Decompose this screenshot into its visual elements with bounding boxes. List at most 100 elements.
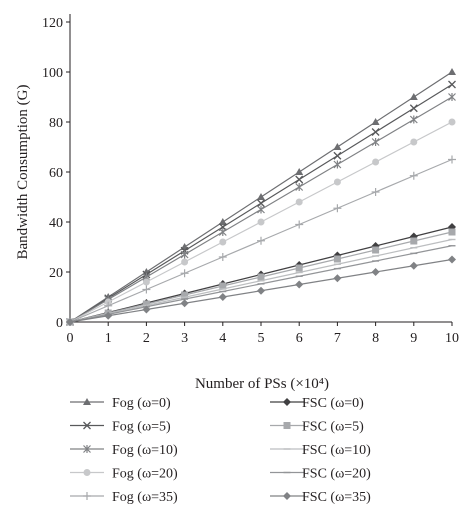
legend-label: FSC (ω=20) (302, 467, 371, 482)
y-tick-label: 20 (49, 266, 63, 281)
legend-item: FSC (ω=0) (270, 396, 364, 411)
data-point (219, 282, 227, 290)
legend-item: FSC (ω=35) (270, 490, 371, 505)
data-point (295, 280, 304, 289)
data-point (333, 255, 341, 263)
data-point (409, 115, 418, 124)
data-point (295, 183, 304, 191)
data-point (409, 93, 418, 100)
y-tick-label: 60 (49, 166, 63, 181)
series-9 (66, 245, 456, 323)
data-point (142, 305, 151, 314)
x-tick-label: 9 (410, 331, 417, 346)
data-point (410, 237, 418, 245)
legend-item: Fog (ω=0) (70, 396, 171, 411)
legend-marker (283, 398, 291, 406)
data-point (257, 205, 265, 214)
x-tick-label: 4 (219, 331, 226, 346)
data-point (333, 204, 342, 213)
data-point (295, 198, 303, 206)
data-point (104, 301, 113, 310)
data-point (371, 118, 380, 125)
data-point (180, 299, 189, 308)
data-point (66, 318, 74, 326)
legend-marker (283, 492, 291, 500)
legend-label: FSC (ω=0) (302, 396, 364, 411)
legend-marker (83, 445, 91, 453)
legend-marker (83, 398, 91, 405)
data-point (142, 278, 150, 286)
legend-label: Fog (ω=5) (112, 420, 171, 435)
data-point (371, 268, 380, 276)
data-point (181, 291, 189, 299)
data-point (218, 293, 227, 301)
data-point (218, 228, 227, 236)
x-tick-label: 10 (445, 331, 459, 346)
data-point (219, 238, 227, 246)
legend-item: Fog (ω=10) (70, 443, 178, 458)
data-point (257, 273, 265, 281)
legend-label: Fog (ω=10) (112, 443, 178, 458)
data-point (448, 93, 456, 101)
x-tick-label: 1 (105, 331, 112, 346)
data-point (333, 178, 341, 186)
x-tick-label: 2 (143, 331, 150, 346)
data-point (372, 246, 380, 254)
data-point (448, 155, 456, 164)
data-point (333, 274, 342, 283)
data-point (333, 143, 342, 150)
data-point (409, 104, 418, 113)
data-point (142, 285, 151, 294)
data-point (142, 300, 150, 308)
x-tick-label: 0 (67, 331, 74, 346)
legend-item: FSC (ω=5) (270, 420, 364, 435)
data-point (180, 250, 189, 259)
x-tick-label: 7 (334, 331, 341, 346)
legend-label: FSC (ω=5) (302, 420, 364, 435)
data-point (180, 269, 189, 278)
legend-marker (83, 469, 91, 476)
x-tick-label: 8 (372, 331, 379, 346)
series-3 (66, 93, 456, 326)
data-point (181, 258, 189, 266)
data-point (372, 158, 380, 166)
data-point (218, 218, 227, 225)
data-point (257, 199, 265, 208)
x-tick-label: 3 (181, 331, 188, 346)
legend-item: Fog (ω=35) (70, 490, 178, 505)
data-point (448, 68, 456, 75)
legend-label: FSC (ω=35) (302, 490, 371, 505)
axes: 0 20 40 60 80 100 120 0 1 2 3 4 5 6 7 8 9 10 (42, 14, 459, 346)
data-point (104, 311, 113, 320)
series-10 (66, 255, 456, 326)
legend-item: Fog (ω=20) (70, 467, 178, 482)
data-point (448, 228, 456, 236)
y-axis-label: Bandwidth Consumption (G) (15, 84, 31, 259)
x-axis-label: Number of PSs (×10⁴) (195, 376, 329, 392)
x-tick-label: 6 (296, 331, 303, 346)
y-tick-label: 0 (56, 316, 63, 331)
series-1 (66, 68, 456, 325)
legend-label: Fog (ω=20) (112, 467, 178, 482)
data-point (371, 128, 380, 136)
series-8 (66, 238, 456, 323)
legend-label: Fog (ω=35) (112, 490, 178, 505)
data-point (257, 286, 265, 295)
y-tick-label: 80 (49, 116, 63, 131)
data-point (409, 261, 418, 270)
data-point (409, 171, 418, 180)
x-tick-label: 5 (258, 331, 265, 346)
y-tick-label: 40 (49, 216, 63, 231)
legend: Fog (ω=0) Fog (ω=5) Fog (ω=10) Fog (ω=20) Fo… (70, 396, 371, 505)
data-point (333, 160, 342, 169)
data-point (448, 80, 456, 89)
data-point (371, 138, 380, 146)
data-point (295, 220, 304, 229)
legend-marker (83, 492, 91, 500)
legend-label: Fog (ω=0) (112, 396, 171, 411)
legend-item: FSC (ω=20) (270, 467, 371, 482)
legend-item: FSC (ω=10) (270, 443, 371, 458)
legend-item: Fog (ω=5) (70, 420, 171, 435)
plot-series (66, 68, 456, 326)
